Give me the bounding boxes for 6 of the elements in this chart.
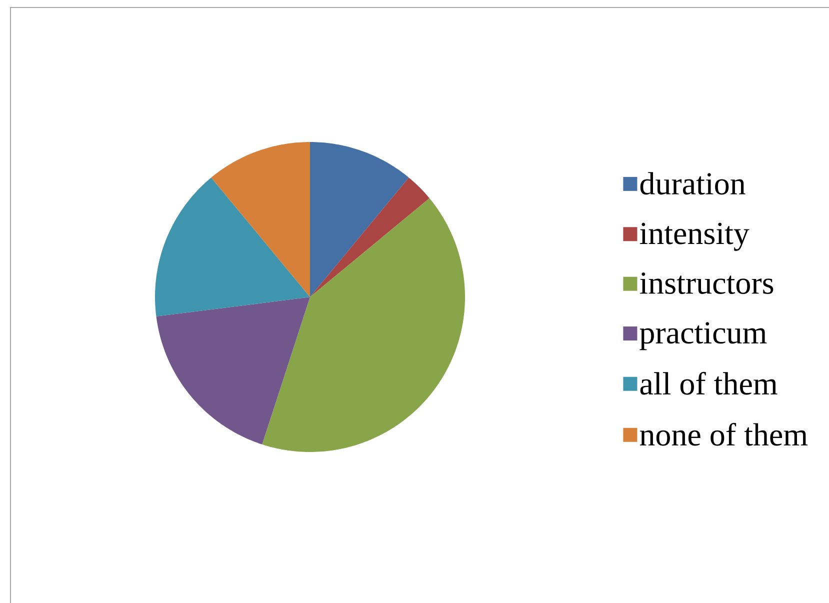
- legend-label: all of them: [640, 372, 778, 395]
- legend-label: instructors: [640, 272, 774, 294]
- legend-label: none of them: [640, 422, 808, 446]
- legend-label: duration: [640, 172, 746, 195]
- legend-label: practicum: [640, 322, 767, 350]
- legend-label: intensity: [640, 222, 750, 251]
